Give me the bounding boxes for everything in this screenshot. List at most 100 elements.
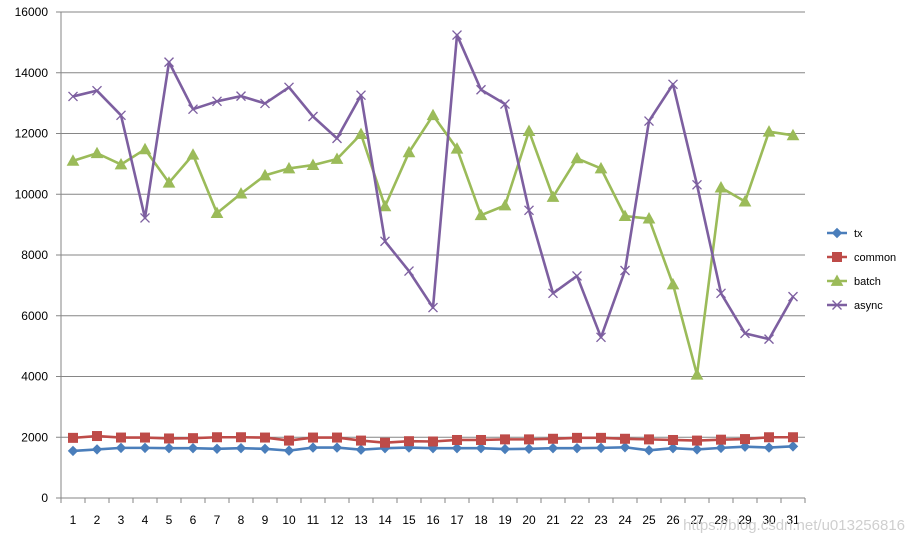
series-common	[68, 431, 798, 448]
data-point-async	[284, 82, 294, 93]
data-point-tx	[739, 441, 751, 452]
data-point-tx	[235, 442, 247, 454]
data-point-async	[476, 84, 486, 95]
data-point-batch	[282, 161, 296, 174]
x-tick-label: 2	[94, 513, 101, 527]
data-point-async	[68, 91, 78, 102]
legend: tx common batch async	[827, 227, 896, 312]
data-point-tx	[259, 443, 271, 454]
data-point-batch	[330, 152, 344, 164]
legend-label: tx	[854, 228, 863, 240]
data-point-async-stroke	[644, 116, 654, 127]
data-point-async-stroke	[692, 179, 702, 190]
data-point-common	[500, 434, 510, 445]
legend-swatch-marker	[832, 252, 842, 262]
x-tick-label: 12	[330, 513, 344, 527]
data-point-async-stroke	[620, 265, 630, 276]
data-point-async	[92, 85, 102, 96]
x-tick-label: 7	[214, 513, 221, 527]
x-tick-label: 15	[402, 513, 416, 527]
data-point-batch	[498, 198, 512, 211]
data-point-async	[236, 91, 246, 102]
y-tick-label: 12000	[15, 127, 49, 141]
legend-label: async	[854, 300, 883, 312]
data-point-tx	[67, 445, 79, 457]
data-point-async-stroke	[740, 328, 750, 339]
data-point-tx	[643, 445, 655, 456]
data-point-batch	[402, 145, 416, 158]
y-tick-label: 10000	[15, 187, 49, 201]
x-tick-label: 11	[307, 513, 320, 527]
data-point-async-stroke	[260, 98, 270, 109]
data-point-async	[428, 302, 438, 313]
x-tick-label: 27	[690, 513, 704, 527]
data-point-async-stroke	[380, 236, 390, 247]
data-point-async-stroke	[116, 110, 126, 121]
data-point-async-stroke	[284, 82, 294, 93]
data-point-batch	[786, 128, 800, 141]
data-point-async-stroke	[764, 334, 774, 345]
data-point-tx	[595, 442, 607, 454]
x-tick-label: 14	[378, 513, 392, 527]
data-point-common	[164, 433, 174, 444]
grid-lines	[61, 11, 805, 499]
data-point-async	[452, 30, 462, 41]
data-point-batch	[450, 142, 464, 154]
data-point-async-stroke	[548, 288, 558, 299]
data-point-common	[596, 432, 606, 443]
data-point-common	[620, 433, 630, 444]
data-point-common	[404, 436, 414, 447]
data-point-tx	[787, 441, 799, 452]
data-point-common	[668, 434, 678, 445]
data-point-tx	[499, 443, 511, 455]
data-point-async	[764, 334, 774, 345]
x-tick-label: 13	[354, 513, 368, 527]
data-point-async	[788, 291, 798, 302]
legend-swatch-marker	[832, 300, 842, 310]
x-tick-label: 8	[238, 513, 245, 527]
data-point-batch	[690, 368, 704, 380]
data-point-async-stroke	[788, 291, 798, 302]
data-point-batch	[738, 195, 752, 207]
data-point-common	[764, 432, 774, 443]
x-tick-label: 6	[190, 513, 197, 527]
data-point-common	[188, 433, 198, 444]
data-point-async	[668, 79, 678, 90]
data-point-async	[164, 57, 174, 68]
data-point-async	[620, 265, 630, 276]
data-point-batch	[546, 190, 560, 202]
data-point-batch	[474, 208, 488, 221]
data-point-batch	[258, 168, 272, 181]
x-tick-label: 18	[474, 513, 488, 527]
data-point-common	[92, 431, 102, 442]
data-point-async-stroke	[476, 84, 486, 95]
data-point-async-stroke	[140, 212, 150, 223]
data-point-tx	[307, 442, 319, 453]
x-tick-label: 17	[450, 513, 464, 527]
data-point-tx	[355, 444, 367, 455]
data-point-async	[212, 96, 222, 107]
data-point-common	[380, 437, 390, 448]
data-point-async	[524, 205, 534, 216]
y-tick-label: 2000	[21, 430, 48, 444]
data-point-async	[740, 328, 750, 339]
data-point-common	[68, 432, 78, 443]
data-point-async	[380, 236, 390, 247]
x-tick-label: 24	[618, 513, 632, 527]
data-point-batch	[90, 146, 104, 159]
data-point-tx	[475, 442, 487, 454]
data-point-async-stroke	[500, 99, 510, 109]
data-point-async	[140, 212, 150, 223]
data-point-common	[692, 435, 702, 446]
x-tick-label: 5	[166, 513, 173, 527]
x-tick-label: 20	[522, 513, 536, 527]
data-point-batch	[714, 181, 728, 193]
series-line-async	[72, 33, 795, 341]
data-point-common	[260, 432, 270, 443]
data-point-async-stroke	[188, 104, 198, 115]
series-tx	[67, 441, 799, 457]
legend-item-common: common	[827, 252, 896, 264]
x-tick-label: 26	[666, 513, 680, 527]
